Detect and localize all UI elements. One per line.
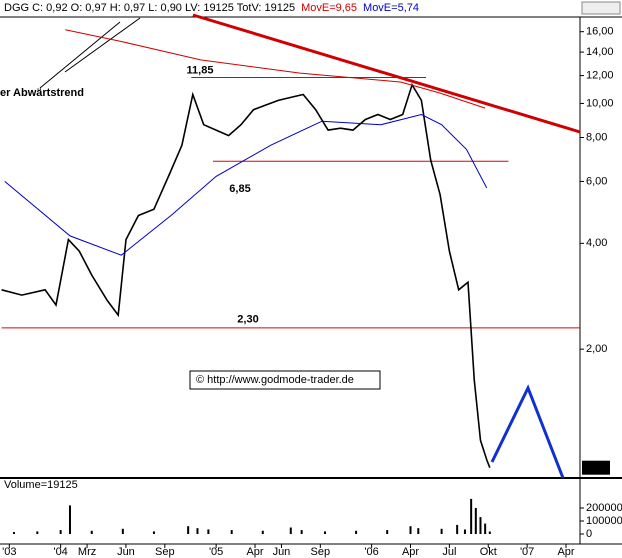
volume-bar [355, 530, 358, 534]
x-tick-label: Apr [246, 546, 263, 558]
x-tick-label: '04 [53, 546, 67, 558]
x-tick-label: Apr [557, 546, 574, 558]
volume-bar [261, 530, 264, 534]
volume-bar [479, 517, 482, 534]
volume-bar [59, 530, 62, 534]
volume-bar [440, 528, 443, 534]
volume-title: Volume=19125 [4, 479, 78, 491]
volume-bar [36, 531, 39, 534]
level-label: 11,85 [187, 64, 214, 76]
y-tick-label: 0 [586, 528, 592, 540]
y-tick-label: 16,00 [586, 26, 614, 38]
level-label: 6,85 [229, 183, 250, 195]
x-tick-label: Apr [402, 546, 419, 558]
volume-bar [474, 508, 477, 534]
toolbar-box[interactable] [581, 1, 621, 15]
copyright-box [189, 370, 381, 390]
level-label: 2,30 [237, 314, 258, 326]
y-tick-label: 6,00 [586, 175, 607, 187]
volume-bar [409, 526, 412, 534]
forecast-zigzag [490, 384, 565, 479]
annotation: er Abwärtstrend [0, 87, 84, 99]
header-ohlc: DGG C: 0,92 O: 0,97 H: 0,97 L: 0,90 LV: … [4, 2, 419, 14]
x-tick-label: Jul [442, 546, 456, 558]
annotation-pointer [39, 21, 121, 89]
volume-bar [152, 531, 155, 534]
x-tick-label: Mrz [78, 546, 96, 558]
annotation-pointer [64, 17, 141, 73]
x-tick-label: Sep [311, 546, 331, 558]
trend-line [192, 13, 581, 134]
volume-bar [386, 530, 389, 534]
x-tick-label: Okt [480, 546, 497, 558]
y-tick-label: 2,00 [586, 343, 607, 355]
volume-bar [456, 524, 459, 534]
volume-bar [300, 530, 303, 534]
x-tick-label: '06 [364, 546, 378, 558]
moving-average [65, 29, 486, 109]
volume-bar [230, 530, 233, 534]
volume-bar [196, 528, 199, 534]
volume-bar [484, 523, 487, 534]
y-tick-label: 200000 [586, 502, 622, 514]
last-price-label: 0,92 [585, 462, 606, 474]
y-tick-label: 14,00 [586, 46, 614, 58]
last-price-box [582, 460, 610, 475]
copyright: © http://www.godmode-trader.de [196, 374, 354, 386]
x-tick-label: '03 [2, 546, 16, 558]
volume-bar [68, 505, 71, 534]
x-tick-label: Sep [155, 546, 175, 558]
volume-bar [121, 528, 124, 534]
x-tick-label: '05 [209, 546, 223, 558]
y-tick-label: 10,00 [586, 97, 614, 109]
price-line [1, 82, 491, 468]
x-tick-label: Jun [273, 546, 291, 558]
volume-bar [207, 529, 210, 534]
moving-average [4, 113, 488, 256]
volume-bar [90, 530, 93, 534]
volume-bar [417, 528, 420, 534]
volume-bar [12, 532, 15, 534]
volume-bar [470, 498, 473, 534]
volume-bar [463, 529, 466, 534]
y-tick-label: 8,00 [586, 131, 607, 143]
x-tick-label: '07 [520, 546, 534, 558]
y-tick-label: 12,00 [586, 70, 614, 82]
x-tick-label: Jun [117, 546, 135, 558]
volume-bar [323, 531, 326, 534]
volume-bar [187, 526, 190, 534]
volume-bar [289, 527, 292, 534]
y-tick-label: 100000 [586, 515, 622, 527]
volume-bar [488, 531, 491, 534]
y-tick-label: 4,00 [586, 237, 607, 249]
